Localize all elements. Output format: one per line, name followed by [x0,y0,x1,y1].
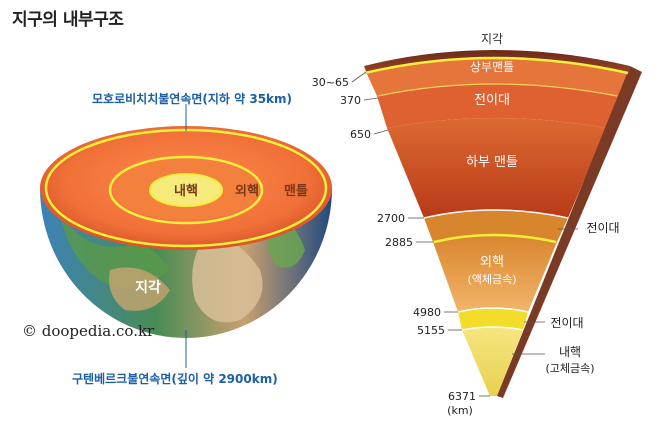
transition-zone-3-label: 전이대 [550,316,583,330]
layer-wedge [364,50,642,398]
outer-core-state-label: (액체금속) [467,273,516,286]
inner-core-disc [149,173,223,207]
transition-zone-2-label: 전이대 [586,221,619,235]
inner-core-state-label: (고체금속) [545,362,594,375]
depth-label: 2885 [385,236,413,249]
depth-label: 650 [350,128,371,141]
outer-core-label: 외핵 [235,183,259,199]
depth-unit: (km) [447,404,473,417]
copyright-credit: © doopedia.co.kr [22,322,155,340]
depth-label: 30~65 [312,76,349,89]
upper-mantle-label: 상부맨틀 [470,60,514,74]
inner-core-label: 내핵 [174,183,198,199]
depth-label: 370 [340,94,361,107]
wedge-inner-core-label: 내핵 [559,345,581,359]
transition-zone-1-label: 전이대 [474,93,510,108]
depth-scale: 30~65 370 650 2700 2885 4980 5155 6371 (… [312,71,490,417]
page-title: 지구의 내부구조 [12,10,124,30]
lower-mantle-label: 하부 맨틀 [466,155,518,170]
mantle-label: 맨틀 [284,183,308,199]
wedge-outer-core-label: 외핵 [480,255,504,270]
gutenberg-boundary [108,155,264,225]
depth-label: 2700 [377,212,405,225]
gutenberg-discontinuity-label: 구텐베르크불연속면(깊이 약 2900km) [72,372,278,386]
wedge-crust-label: 지각 [481,32,503,46]
moho-discontinuity-label: 모호로비치치불연속면(지하 약 35km) [92,92,293,106]
crust-label: 지각 [135,279,161,296]
depth-label: 6371 [448,390,476,403]
depth-label: 4980 [413,306,441,319]
depth-label: 5155 [417,324,445,337]
